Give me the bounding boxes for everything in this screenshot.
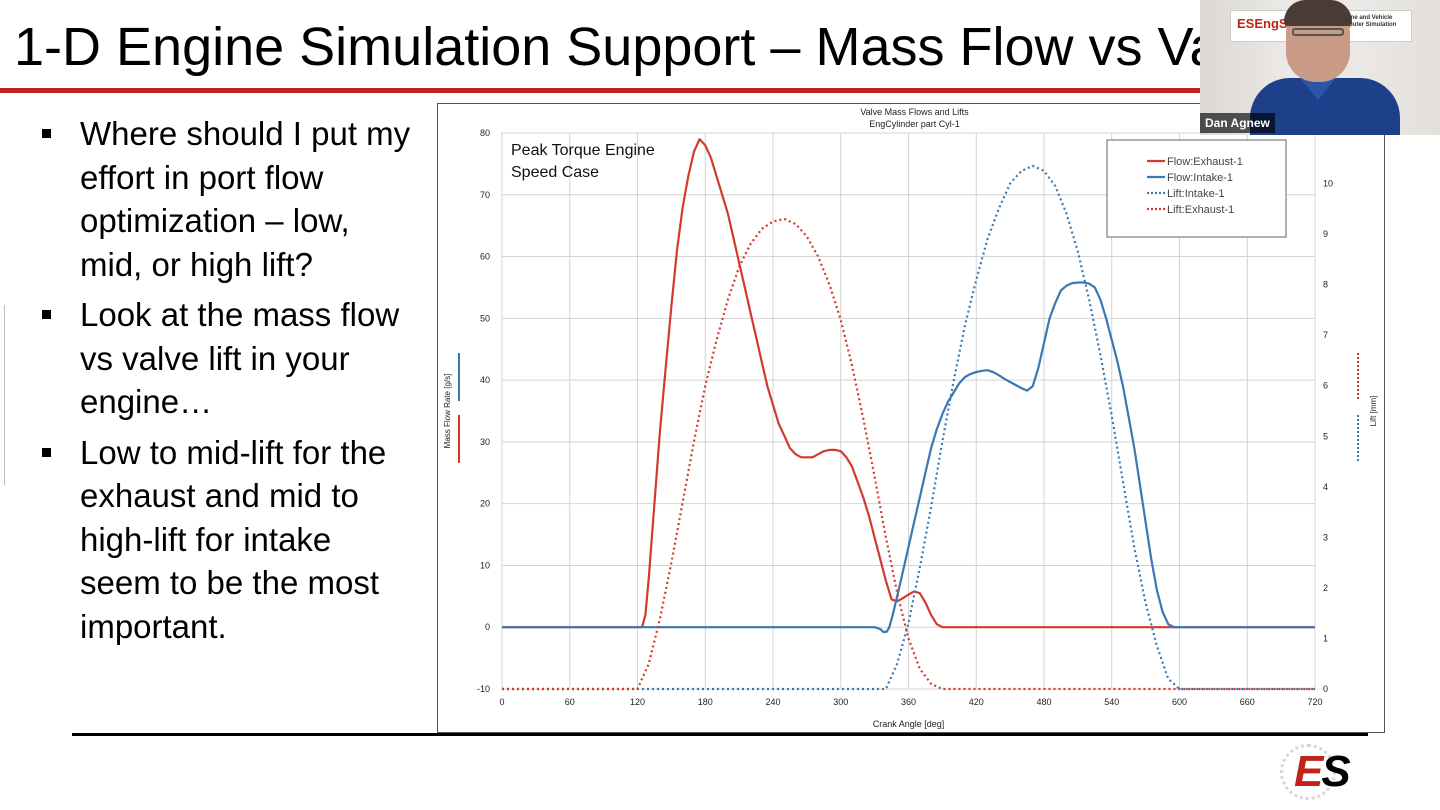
title-underline: [0, 88, 1200, 93]
y-tick-label: -10: [477, 684, 490, 694]
y-tick-label: 40: [480, 375, 490, 385]
gear-icon: [1280, 744, 1336, 800]
bullet-square-icon: [42, 310, 51, 319]
y-tick-label: 30: [480, 437, 490, 447]
bullet-text: Low to mid-lift for the exhaust and mid …: [80, 433, 387, 645]
bullet-list: Where should I put my effort in port flo…: [40, 112, 420, 655]
x-tick-label: 240: [765, 697, 780, 707]
y-tick-label: 60: [480, 252, 490, 262]
x-tick-label: 660: [1240, 697, 1255, 707]
y-tick-label: 80: [480, 128, 490, 138]
chart-title: Valve Mass Flows and Lifts: [860, 107, 969, 117]
presenter-name-tag: Dan Agnew: [1200, 113, 1275, 133]
series-line-lift-exhaust-1: [502, 217, 1315, 691]
presenter-hair: [1284, 0, 1352, 26]
y2-tick-label: 8: [1323, 280, 1328, 290]
series-line-flow-intake-1: [502, 281, 1315, 634]
x-tick-label: 600: [1172, 697, 1187, 707]
series-line-lift-intake-1: [502, 164, 1315, 691]
bullet-item: Where should I put my effort in port flo…: [40, 112, 420, 286]
legend-entry: Flow:Intake-1: [1167, 172, 1233, 184]
y2-tick-label: 5: [1323, 431, 1328, 441]
y-tick-label: 20: [480, 499, 490, 509]
y2-tick-label: 9: [1323, 229, 1328, 239]
x-tick-label: 480: [1036, 697, 1051, 707]
legend-box: [1106, 139, 1287, 238]
legend-entry: Lift:Intake-1: [1167, 188, 1224, 200]
glasses-icon: [1292, 28, 1344, 36]
chart-subtitle: EngCylinder part Cyl-1: [869, 119, 960, 129]
bullet-text: Look at the mass flow vs valve lift in y…: [80, 296, 400, 420]
y2-axis-label: Lift [mm]: [1369, 396, 1378, 427]
es-logo: ES: [1280, 744, 1370, 800]
y2-tick-label: 6: [1323, 381, 1328, 391]
x-tick-label: 360: [901, 697, 916, 707]
x-tick-label: 420: [969, 697, 984, 707]
y-tick-label: 70: [480, 190, 490, 200]
x-tick-label: 60: [565, 697, 575, 707]
y-tick-label: 50: [480, 313, 490, 323]
bullet-item: Look at the mass flow vs valve lift in y…: [40, 293, 420, 424]
legend-entry: Flow:Exhaust-1: [1167, 156, 1243, 168]
bullet-text: Where should I put my effort in port flo…: [80, 115, 411, 283]
y2-tick-label: 4: [1323, 482, 1328, 492]
x-tick-label: 180: [698, 697, 713, 707]
bullet-item: Low to mid-lift for the exhaust and mid …: [40, 431, 420, 649]
poster-text: ine and Vehicle puter Simulation: [1349, 15, 1397, 28]
x-axis-label: Crank Angle [deg]: [873, 719, 945, 729]
x-tick-label: 720: [1307, 697, 1322, 707]
x-tick-label: 540: [1104, 697, 1119, 707]
chart-panel: 0 60 120 180 240 300 360 420 480 540 600 660 720 -10 0…: [437, 103, 1385, 733]
y2-tick-label: 1: [1323, 633, 1328, 643]
y-axis-label: Mass Flow Rate [g/s]: [443, 374, 452, 449]
bottom-rule: [72, 733, 1368, 736]
poster-logo: ESEngSi: [1237, 16, 1292, 31]
presenter-video[interactable]: ESEngSi ine and Vehicle puter Simulation: [1200, 0, 1440, 135]
y2-tick-label: 3: [1323, 532, 1328, 542]
y2-tick-label: 10: [1323, 179, 1333, 189]
slide-title: 1-D Engine Simulation Support – Mass Flo…: [14, 17, 1204, 77]
valve-flow-lift-chart: 0 60 120 180 240 300 360 420 480 540 600 660 720-100…: [443, 107, 1378, 729]
bullet-square-icon: [42, 447, 51, 457]
y2-tick-label: 2: [1323, 583, 1328, 593]
es-logo-text: ES: [1294, 747, 1351, 796]
chart-annotation: Peak Torque Engine: [511, 142, 655, 159]
y2-tick-label: 0: [1323, 684, 1328, 694]
x-tick-label: 0: [499, 697, 504, 707]
x-tick-label: 120: [630, 697, 645, 707]
x-tick-label: 300: [833, 697, 848, 707]
y-tick-label: 10: [480, 560, 490, 570]
y-tick-label: 0: [485, 622, 490, 632]
bullet-square-icon: [42, 129, 51, 138]
chart-annotation: Speed Case: [511, 164, 599, 181]
legend-entry: Lift:Exhaust-1: [1167, 204, 1234, 216]
left-edge-divider: [0, 305, 5, 485]
y2-tick-label: 7: [1323, 330, 1328, 340]
